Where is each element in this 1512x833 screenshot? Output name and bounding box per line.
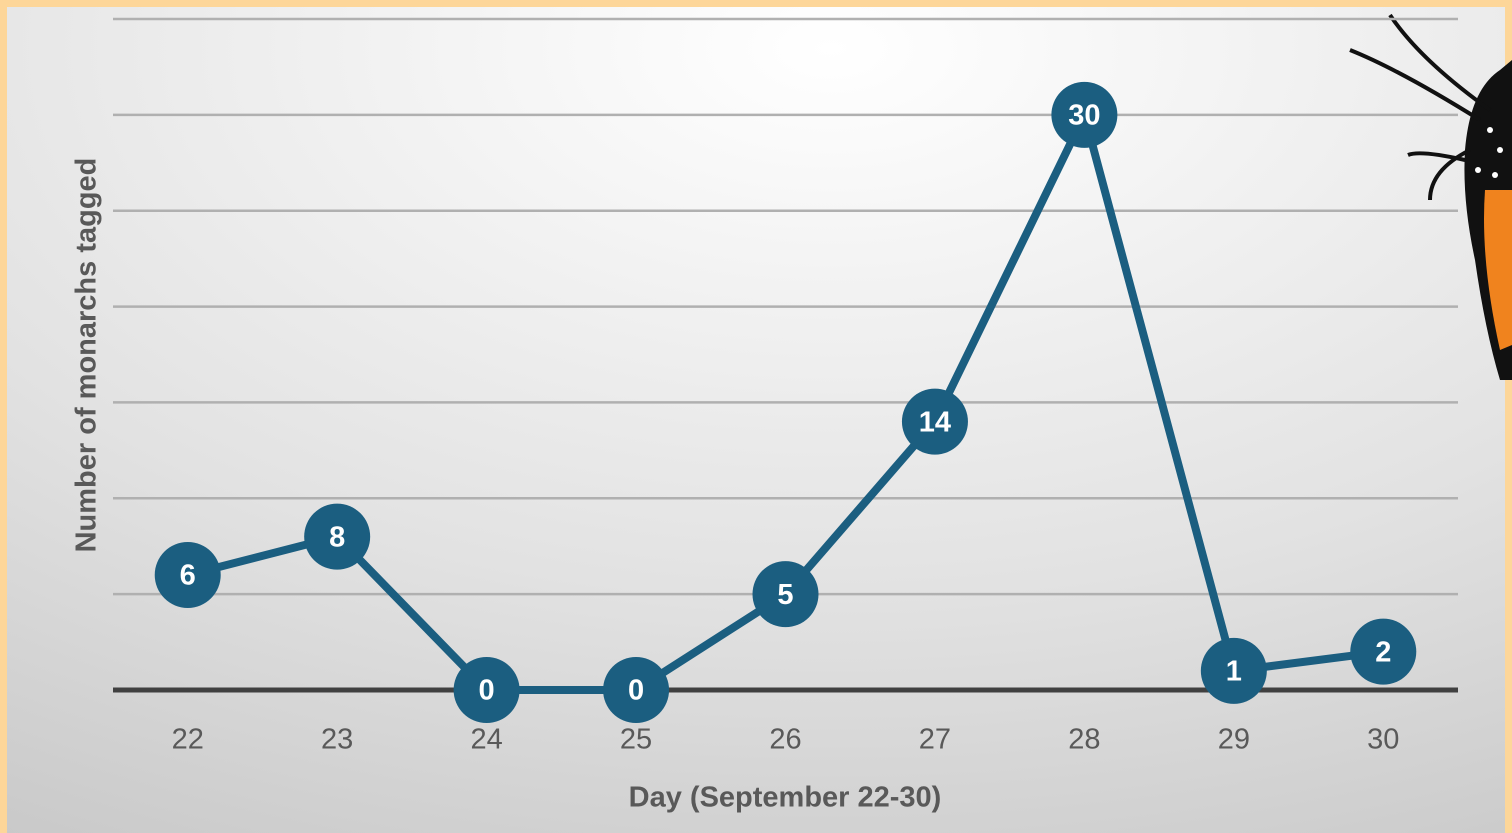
x-tick-label: 30	[1367, 724, 1399, 756]
x-tick-label: 29	[1218, 724, 1250, 756]
x-tick-label: 24	[470, 724, 502, 756]
data-label: 0	[479, 675, 495, 707]
x-axis-label: Day (September 22-30)	[629, 782, 942, 814]
data-label: 2	[1375, 636, 1391, 668]
chart: Day (September 22-30) Number of monarchs…	[0, 0, 1512, 833]
data-label: 5	[777, 579, 793, 611]
data-label: 8	[329, 521, 345, 553]
y-axis-label: Number of monarchs tagged	[71, 158, 103, 553]
data-label: 1	[1226, 655, 1242, 687]
plot-background	[7, 7, 1505, 833]
x-tick-label: 26	[769, 724, 801, 756]
x-tick-label: 25	[620, 724, 652, 756]
data-label: 0	[628, 675, 644, 707]
data-label: 14	[919, 406, 951, 438]
x-tick-label: 27	[919, 724, 951, 756]
data-label: 30	[1068, 100, 1100, 132]
data-label: 6	[180, 560, 196, 592]
x-tick-label: 28	[1068, 724, 1100, 756]
x-tick-label: 22	[172, 724, 204, 756]
x-tick-label: 23	[321, 724, 353, 756]
